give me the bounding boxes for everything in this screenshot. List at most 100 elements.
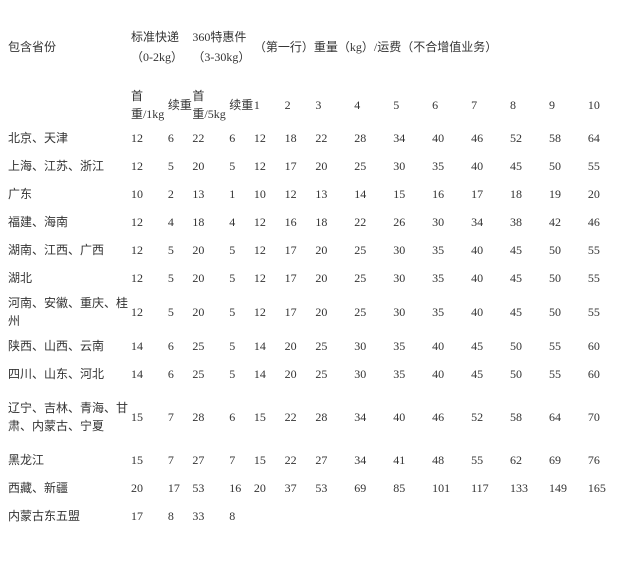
std-first-cell: 15 (131, 446, 168, 474)
rate-cell: 40 (471, 292, 510, 332)
sub-first-5kg: 首重/5kg (192, 86, 229, 124)
rate-cell: 40 (393, 388, 432, 446)
sub-w9: 9 (549, 86, 588, 124)
rate-cell: 60 (588, 360, 627, 388)
table-row: 辽宁、吉林、青海、甘肃、内蒙古、宁夏1572861522283440465258… (8, 388, 627, 446)
rate-cell: 40 (432, 360, 471, 388)
rate-cell: 20 (588, 180, 627, 208)
rate-cell: 55 (549, 332, 588, 360)
spec-cont-cell: 8 (229, 502, 254, 530)
sub-w7: 7 (471, 86, 510, 124)
province-cell: 湖北 (8, 264, 131, 292)
rate-cell: 16 (432, 180, 471, 208)
rate-cell: 50 (549, 264, 588, 292)
rate-cell: 27 (315, 446, 354, 474)
rate-cell: 41 (393, 446, 432, 474)
rate-cell: 70 (588, 388, 627, 446)
rate-cell: 25 (354, 236, 393, 264)
spec-first-cell: 20 (192, 152, 229, 180)
spec-cont-cell: 5 (229, 360, 254, 388)
rate-cell: 30 (354, 332, 393, 360)
spec-first-cell: 25 (192, 332, 229, 360)
spec-cont-cell: 7 (229, 446, 254, 474)
rate-cell: 12 (285, 180, 316, 208)
table-row: 四川、山东、河北14625514202530354045505560 (8, 360, 627, 388)
rate-cell (471, 502, 510, 530)
header-standard: 标准快递（0-2kg） (131, 8, 192, 86)
rate-cell (588, 502, 627, 530)
sub-w6: 6 (432, 86, 471, 124)
std-cont-cell: 2 (168, 180, 193, 208)
std-cont-cell: 5 (168, 292, 193, 332)
spec-first-cell: 28 (192, 388, 229, 446)
rate-cell: 50 (510, 332, 549, 360)
table-row: 湖南、江西、广西12520512172025303540455055 (8, 236, 627, 264)
rate-cell: 55 (549, 360, 588, 388)
rate-cell: 45 (510, 236, 549, 264)
rate-cell: 20 (254, 474, 285, 502)
spec-cont-cell: 5 (229, 236, 254, 264)
province-cell: 黑龙江 (8, 446, 131, 474)
rate-cell: 20 (285, 360, 316, 388)
rate-cell: 14 (254, 332, 285, 360)
sub-cont-2: 续重 (229, 86, 254, 124)
std-cont-cell: 6 (168, 332, 193, 360)
std-cont-cell: 5 (168, 264, 193, 292)
rate-cell: 53 (315, 474, 354, 502)
std-cont-cell: 17 (168, 474, 193, 502)
rate-cell: 48 (432, 446, 471, 474)
province-cell: 河南、安徽、重庆、桂州 (8, 292, 131, 332)
spec-first-cell: 20 (192, 264, 229, 292)
rate-cell: 85 (393, 474, 432, 502)
std-first-cell: 14 (131, 360, 168, 388)
rate-cell: 12 (254, 236, 285, 264)
rate-cell: 30 (393, 292, 432, 332)
rate-cell: 17 (285, 152, 316, 180)
std-first-cell: 12 (131, 292, 168, 332)
province-cell: 四川、山东、河北 (8, 360, 131, 388)
shipping-rates-table: 包含省份 标准快递（0-2kg） 360特惠件（3-30kg） （第一行）重量（… (8, 8, 627, 530)
table-row: 西藏、新疆201753162037536985101117133149165 (8, 474, 627, 502)
rate-cell: 20 (315, 236, 354, 264)
std-cont-cell: 7 (168, 388, 193, 446)
rate-cell: 12 (254, 292, 285, 332)
rate-cell: 22 (354, 208, 393, 236)
std-first-cell: 12 (131, 236, 168, 264)
rate-cell: 45 (471, 360, 510, 388)
rate-cell: 50 (549, 152, 588, 180)
province-cell: 西藏、新疆 (8, 474, 131, 502)
rate-cell: 50 (549, 236, 588, 264)
std-first-cell: 12 (131, 124, 168, 152)
rate-cell: 22 (285, 388, 316, 446)
rate-cell: 50 (549, 292, 588, 332)
std-cont-cell: 6 (168, 124, 193, 152)
rate-cell: 26 (393, 208, 432, 236)
rate-cell: 22 (315, 124, 354, 152)
rate-cell: 35 (393, 332, 432, 360)
rate-cell: 45 (510, 292, 549, 332)
rate-cell: 12 (254, 264, 285, 292)
spec-cont-cell: 16 (229, 474, 254, 502)
table-row: 河南、安徽、重庆、桂州12520512172025303540455055 (8, 292, 627, 332)
rate-cell: 50 (510, 360, 549, 388)
sub-w1: 1 (254, 86, 285, 124)
rate-cell: 37 (285, 474, 316, 502)
rate-cell: 15 (393, 180, 432, 208)
rate-cell: 18 (510, 180, 549, 208)
rate-cell: 17 (285, 292, 316, 332)
rate-cell: 52 (510, 124, 549, 152)
sub-first-1kg: 首重/1kg (131, 86, 168, 124)
rate-cell: 30 (393, 236, 432, 264)
rate-cell: 58 (549, 124, 588, 152)
rate-cell: 34 (471, 208, 510, 236)
rate-cell: 14 (354, 180, 393, 208)
spec-first-cell: 20 (192, 292, 229, 332)
rate-cell: 17 (285, 236, 316, 264)
sub-w8: 8 (510, 86, 549, 124)
rate-cell: 20 (315, 264, 354, 292)
rate-cell: 10 (254, 180, 285, 208)
table-row: 广东10213110121314151617181920 (8, 180, 627, 208)
rate-cell: 19 (549, 180, 588, 208)
rate-cell: 69 (354, 474, 393, 502)
rate-cell: 18 (315, 208, 354, 236)
